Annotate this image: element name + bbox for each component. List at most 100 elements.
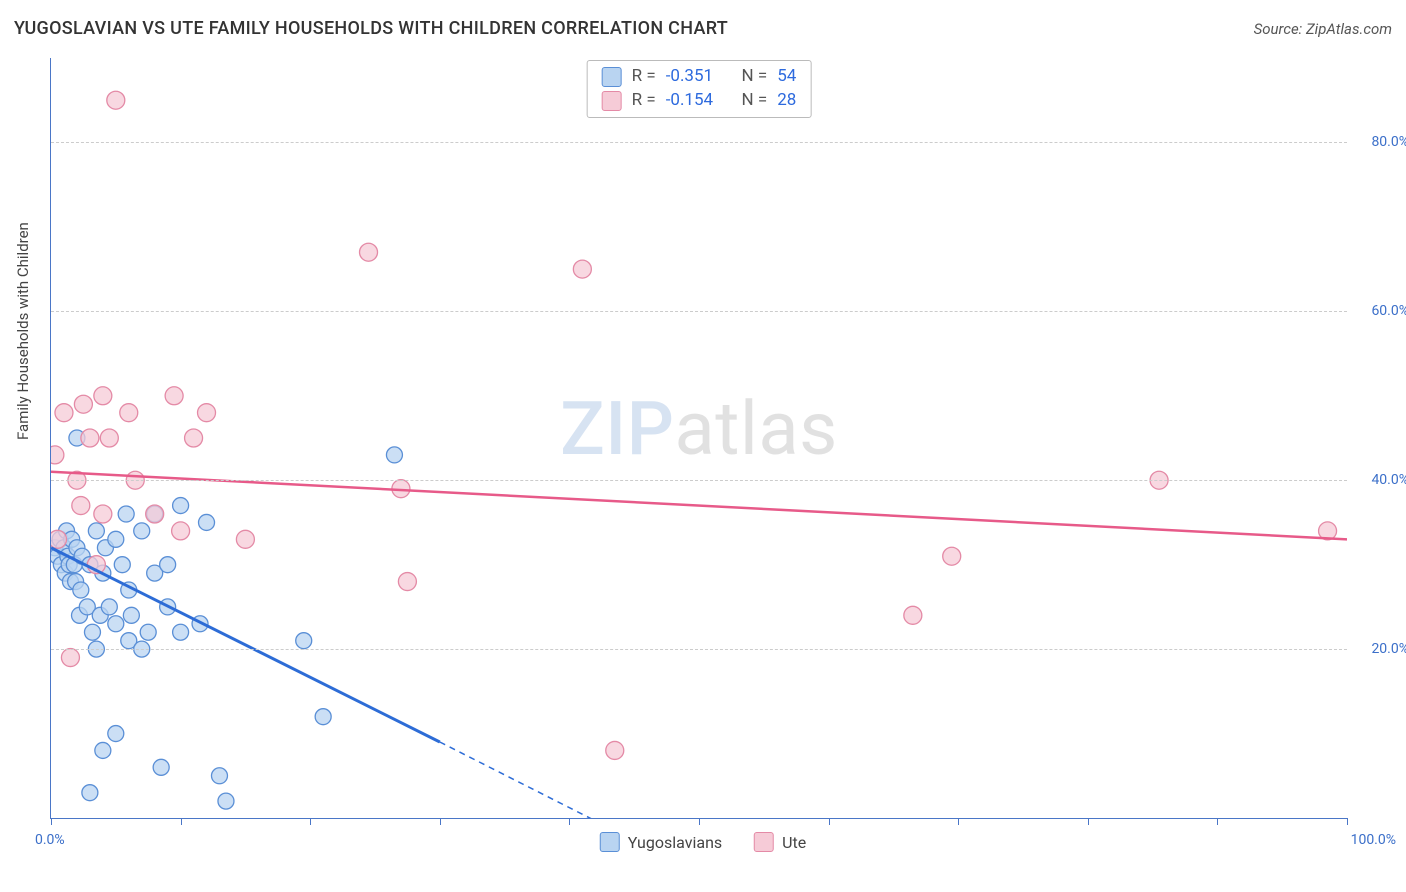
data-point bbox=[94, 505, 112, 523]
x-axis-max-label: 100.0% bbox=[1351, 832, 1396, 848]
data-point bbox=[236, 530, 254, 548]
data-point bbox=[51, 446, 64, 464]
data-point bbox=[69, 540, 85, 556]
legend-swatch bbox=[602, 67, 622, 87]
data-point bbox=[88, 523, 104, 539]
data-point bbox=[114, 557, 130, 573]
stat-value-n: 28 bbox=[777, 89, 796, 113]
data-point bbox=[218, 793, 234, 809]
y-tick-label: 40.0% bbox=[1371, 472, 1406, 488]
plot-area: ZIPatlas R = -0.351 N = 54R = -0.154 N =… bbox=[50, 58, 1347, 819]
x-tick bbox=[958, 818, 959, 825]
data-point bbox=[192, 616, 208, 632]
x-tick bbox=[181, 818, 182, 825]
data-point bbox=[87, 556, 105, 574]
y-tick-label: 80.0% bbox=[1371, 134, 1406, 150]
data-point bbox=[61, 557, 77, 573]
x-tick bbox=[699, 818, 700, 825]
data-point bbox=[73, 582, 89, 598]
legend-stats-row: R = -0.154 N = 28 bbox=[602, 89, 797, 113]
data-point bbox=[904, 606, 922, 624]
data-point bbox=[1319, 522, 1337, 540]
data-point bbox=[74, 548, 90, 564]
legend-stats-box: R = -0.351 N = 54R = -0.154 N = 28 bbox=[587, 60, 812, 118]
x-tick bbox=[1217, 818, 1218, 825]
y-axis-label: Family Households with Children bbox=[14, 222, 32, 440]
data-point bbox=[84, 624, 100, 640]
data-point bbox=[59, 523, 75, 539]
stat-label-r: R = bbox=[632, 65, 656, 89]
stat-label-n: N = bbox=[742, 65, 768, 89]
stat-label-n: N = bbox=[742, 89, 768, 113]
x-tick bbox=[1347, 818, 1348, 825]
data-point bbox=[108, 531, 124, 547]
stat-value-r: -0.351 bbox=[666, 65, 713, 89]
data-point bbox=[55, 404, 73, 422]
data-point bbox=[64, 531, 80, 547]
data-point bbox=[134, 523, 150, 539]
data-point bbox=[82, 785, 98, 801]
y-tick-label: 20.0% bbox=[1371, 641, 1406, 657]
data-point bbox=[398, 573, 416, 591]
stat-label-r: R = bbox=[632, 89, 656, 113]
data-point bbox=[108, 726, 124, 742]
data-point bbox=[392, 480, 410, 498]
gridline bbox=[51, 480, 1347, 481]
gridline bbox=[51, 311, 1347, 312]
legend-swatch bbox=[602, 91, 622, 111]
legend-label: Yugoslavians bbox=[628, 833, 722, 852]
data-point bbox=[72, 607, 88, 623]
data-point bbox=[56, 540, 72, 556]
x-tick bbox=[829, 818, 830, 825]
data-point bbox=[61, 649, 79, 667]
data-point bbox=[121, 582, 137, 598]
data-point bbox=[101, 599, 117, 615]
data-point bbox=[57, 565, 73, 581]
x-tick bbox=[440, 818, 441, 825]
data-point bbox=[199, 514, 215, 530]
data-point bbox=[296, 633, 312, 649]
data-point bbox=[51, 530, 66, 548]
legend-swatch bbox=[600, 832, 620, 852]
data-point bbox=[140, 624, 156, 640]
data-point bbox=[52, 531, 68, 547]
source-credit: Source: ZipAtlas.com bbox=[1254, 20, 1392, 38]
legend-bottom: Yugoslavians Ute bbox=[600, 832, 807, 852]
data-point bbox=[120, 404, 138, 422]
data-point bbox=[95, 742, 111, 758]
data-point bbox=[107, 91, 125, 109]
chart-title: YUGOSLAVIAN VS UTE FAMILY HOUSEHOLDS WIT… bbox=[14, 18, 728, 39]
data-point bbox=[198, 404, 216, 422]
data-point bbox=[118, 506, 134, 522]
data-point bbox=[60, 548, 76, 564]
x-axis-min-label: 0.0% bbox=[35, 832, 65, 848]
data-point bbox=[72, 497, 90, 515]
data-point bbox=[147, 565, 163, 581]
data-point bbox=[123, 607, 139, 623]
data-point bbox=[82, 557, 98, 573]
data-point bbox=[165, 387, 183, 405]
data-point bbox=[153, 759, 169, 775]
data-point bbox=[173, 498, 189, 514]
x-tick bbox=[1088, 818, 1089, 825]
data-point bbox=[606, 741, 624, 759]
x-tick bbox=[569, 818, 570, 825]
legend-item: Ute bbox=[754, 832, 806, 852]
data-point bbox=[121, 633, 137, 649]
stat-value-r: -0.154 bbox=[666, 89, 713, 113]
data-point bbox=[81, 429, 99, 447]
watermark: ZIPatlas bbox=[560, 386, 838, 473]
data-point bbox=[68, 574, 84, 590]
data-point bbox=[92, 607, 108, 623]
data-point bbox=[53, 557, 69, 573]
data-point bbox=[146, 505, 164, 523]
data-point bbox=[147, 506, 163, 522]
data-point bbox=[573, 260, 591, 278]
y-tick-label: 60.0% bbox=[1371, 303, 1406, 319]
data-point bbox=[51, 548, 65, 564]
stat-value-n: 54 bbox=[777, 65, 796, 89]
data-point bbox=[108, 616, 124, 632]
gridline bbox=[51, 649, 1347, 650]
data-point bbox=[386, 447, 402, 463]
data-point bbox=[97, 540, 113, 556]
